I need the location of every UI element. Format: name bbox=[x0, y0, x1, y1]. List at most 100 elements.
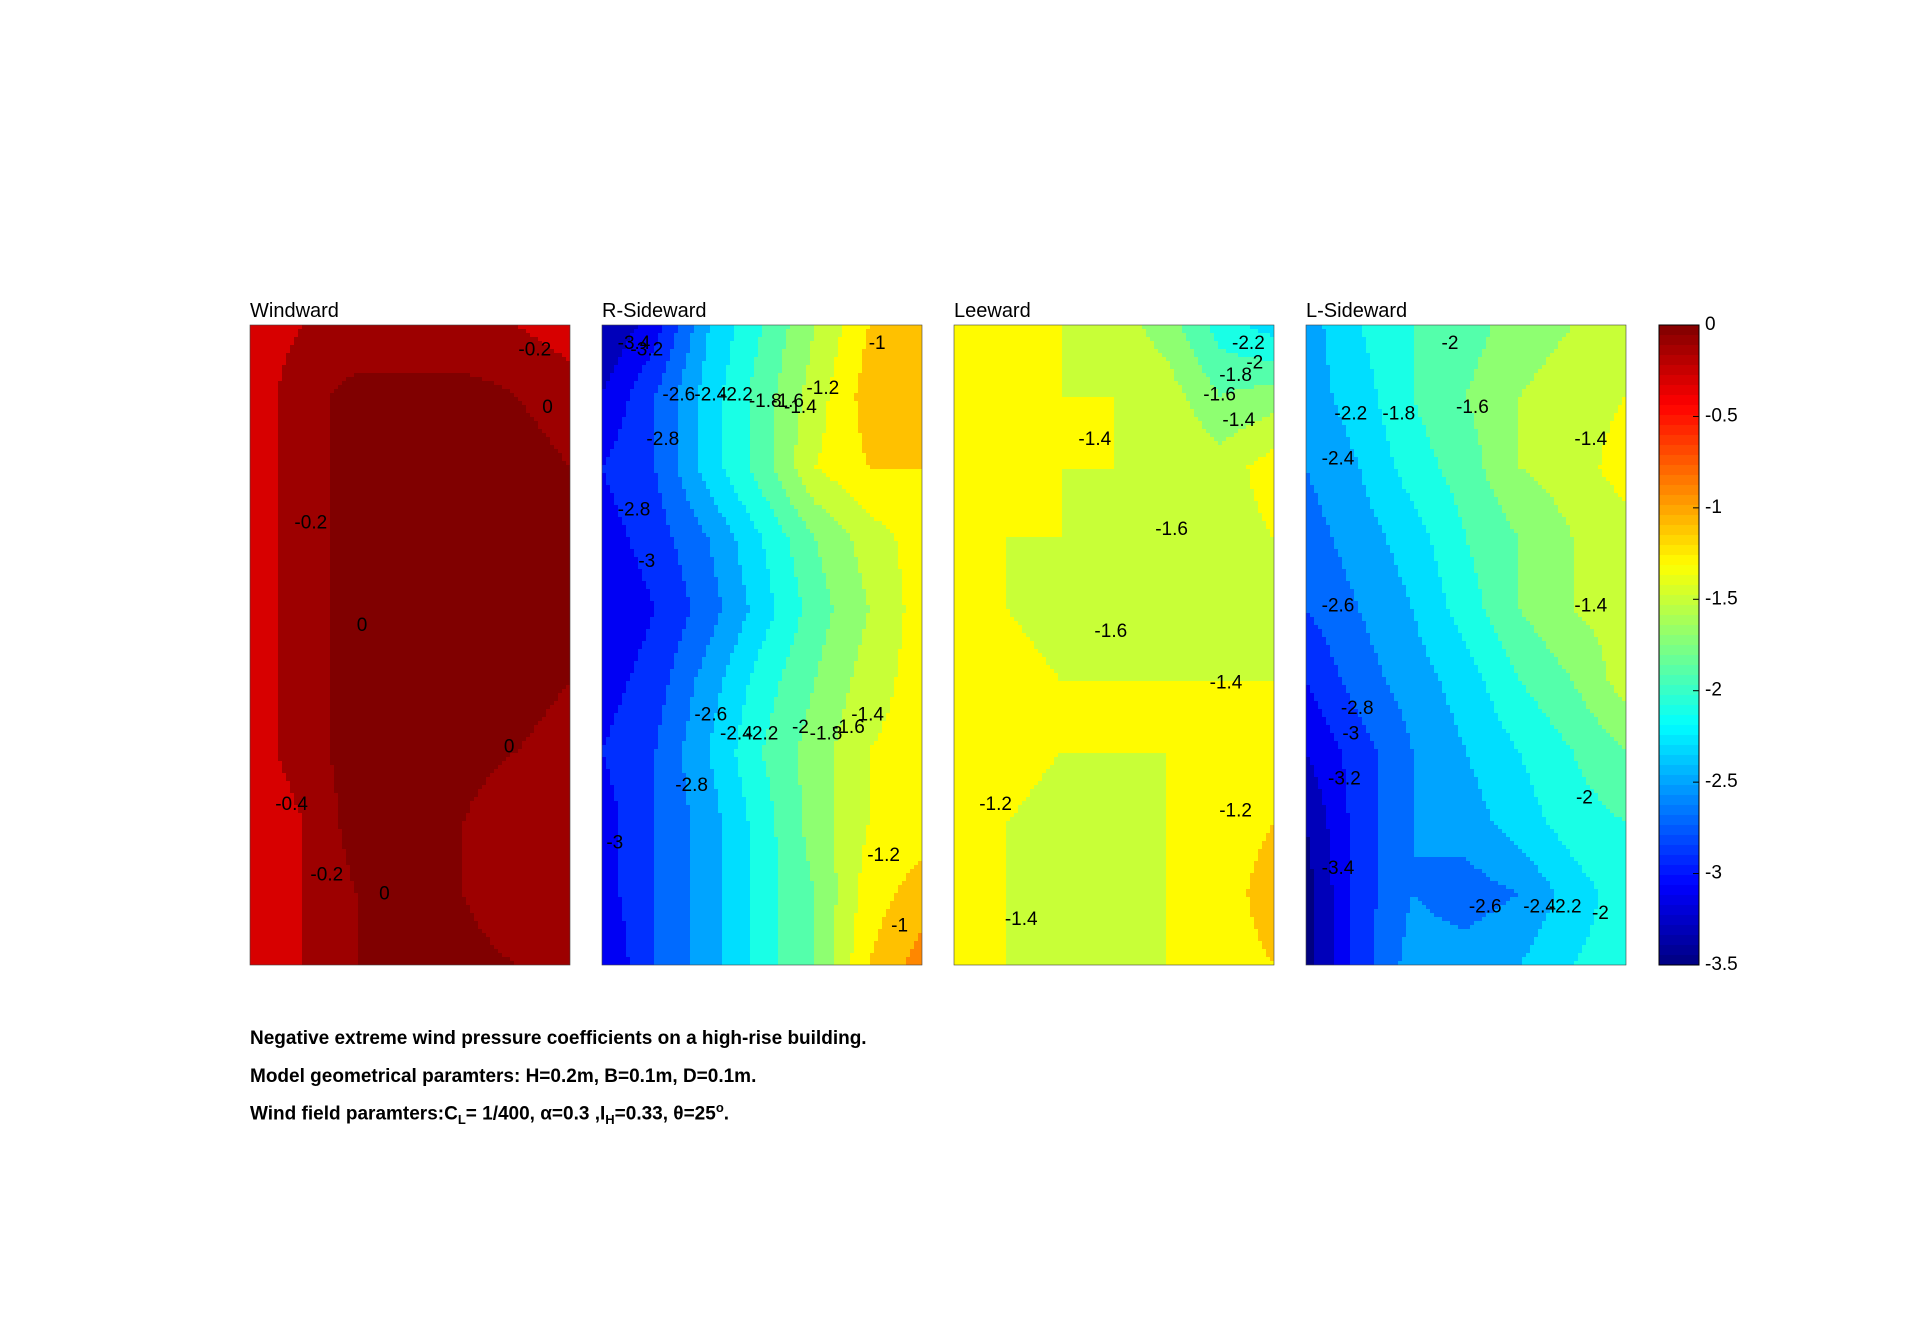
panel-leeward: Leeward-2.2-2-1.8-1.6-1.4-1.4-1.6-1.6-1.… bbox=[953, 300, 1275, 966]
contour-label: -1.6 bbox=[1094, 621, 1127, 642]
contour-label: -2.2 bbox=[1334, 404, 1367, 425]
contour-panels: Windward -0.2 0 -0.2 0 0 -0.4 -0.2 0 R-Sideward -3… bbox=[249, 300, 1627, 966]
contour-label: -3.2 bbox=[630, 340, 663, 361]
contour-label: -3 bbox=[638, 551, 655, 572]
colorbar-tick-label: -3.5 bbox=[1705, 954, 1738, 975]
panel-title: L-Sideward bbox=[1306, 300, 1407, 322]
contour-label: -2 bbox=[1442, 333, 1459, 354]
contour-label: -2 bbox=[1592, 903, 1609, 924]
contour-label: -2.4 bbox=[720, 724, 753, 745]
caption-text-3c: =0.33, θ=25 bbox=[614, 1103, 716, 1125]
contour-label: -2 bbox=[792, 717, 809, 738]
colorbar-tick-label: -2.5 bbox=[1705, 771, 1738, 792]
caption-line-1: Negative extreme wind pressure coefficie… bbox=[250, 1028, 867, 1050]
contour-label: 0 bbox=[504, 736, 515, 757]
contour-label: -2.8 bbox=[1341, 698, 1374, 719]
contour-label: 0 bbox=[379, 884, 390, 905]
contour-label: -1.6 bbox=[771, 391, 804, 412]
panel-windward: Windward -0.2 0 -0.2 0 0 -0.4 -0.2 0 bbox=[249, 300, 571, 966]
contour-label: -1.4 bbox=[784, 397, 817, 418]
contour-label: -2.2 bbox=[1549, 896, 1582, 917]
panel-frame bbox=[953, 324, 1275, 966]
panel-title: Leeward bbox=[954, 300, 1031, 322]
contour-label: -3 bbox=[1342, 724, 1359, 745]
contour-label: -1.6 bbox=[1203, 384, 1236, 405]
contour-label: -2.2 bbox=[746, 724, 779, 745]
contour-fill bbox=[954, 325, 1274, 965]
contour-label: -0.2 bbox=[294, 512, 327, 533]
contour-label: -2.4 bbox=[1322, 448, 1355, 469]
contour-label: -2.6 bbox=[694, 704, 727, 725]
contour-label: -2.6 bbox=[662, 384, 695, 405]
contour-label: -2.6 bbox=[1322, 596, 1355, 617]
colorbar-tick-label: -0.5 bbox=[1705, 405, 1738, 426]
contour-label: -2.8 bbox=[618, 500, 651, 521]
contour-label: -1.4 bbox=[1222, 410, 1255, 431]
panel-frame bbox=[601, 324, 923, 966]
contour-label: 0 bbox=[542, 397, 553, 418]
contour-label: -1.8 bbox=[810, 724, 843, 745]
panel-r-sideward: R-Sideward-3.4-3.2-2.6 -2.4-2.2-1.8-1.6-1… bbox=[601, 300, 923, 966]
contour-fill bbox=[250, 325, 570, 965]
contour-label: -1.2 bbox=[1219, 800, 1252, 821]
caption-text-3d: . bbox=[723, 1103, 730, 1125]
contour-label: -2.2 bbox=[720, 384, 753, 405]
contour-label: -1.4 bbox=[1574, 429, 1607, 450]
contour-label: -3.4 bbox=[1322, 858, 1355, 879]
panel-l-sideward: L-Sideward -2 -2.2 -1.8 -1.6 -1.4 -2.4 -2.6 -1.4… bbox=[1305, 300, 1627, 966]
caption-sub-cl: L bbox=[457, 1112, 466, 1128]
contour-label: -1.6 bbox=[1456, 397, 1489, 418]
caption-text-1: Negative extreme wind pressure coefficie… bbox=[250, 1028, 867, 1049]
contour-label: -1.4 bbox=[1574, 596, 1607, 617]
contour-label: -1 bbox=[869, 333, 886, 354]
contour-label: -1.2 bbox=[979, 794, 1012, 815]
contour-label: -0.2 bbox=[310, 864, 343, 885]
contour-label: -3.2 bbox=[1328, 768, 1361, 789]
panel-frame bbox=[249, 324, 571, 966]
panel-title: Windward bbox=[250, 300, 339, 322]
caption-text-3b: = 1/400, α=0.3 ,I bbox=[465, 1103, 606, 1125]
contour-fill bbox=[602, 325, 922, 965]
caption-line-3: Wind field paramters:CL= 1/400, α=0.3 ,I… bbox=[250, 1100, 729, 1127]
contour-label: -2 bbox=[1246, 352, 1263, 373]
caption-text-2: Model geometrical paramters: H=0.2m, B=0… bbox=[250, 1066, 757, 1087]
contour-label: -1.4 bbox=[1005, 909, 1038, 930]
contour-label: -0.4 bbox=[275, 794, 308, 815]
contour-label: -0.2 bbox=[518, 340, 551, 361]
contour-label: -1.4 bbox=[1078, 429, 1111, 450]
contour-label: -1.8 bbox=[1219, 365, 1252, 386]
contour-label: -1.6 bbox=[1155, 519, 1188, 540]
contour-label: -3 bbox=[606, 832, 623, 853]
contour-label: -1.4 bbox=[1210, 672, 1243, 693]
colorbar-gradient bbox=[1659, 325, 1699, 965]
contour-label: -2.6 bbox=[1469, 896, 1502, 917]
contour-label: -1.8 bbox=[1382, 404, 1415, 425]
colorbar-tick-label: -2 bbox=[1705, 680, 1722, 701]
caption-text-3a: Wind field paramters:C bbox=[250, 1103, 458, 1125]
contour-fill bbox=[1306, 325, 1626, 965]
contour-label: -2.2 bbox=[1232, 333, 1265, 354]
contour-label: -1.4 bbox=[851, 704, 884, 725]
colorbar-tick-label: -1 bbox=[1705, 497, 1722, 518]
contour-label: 0 bbox=[357, 615, 368, 636]
caption-sup-degree: o bbox=[715, 1100, 724, 1115]
contour-label: -2.8 bbox=[646, 429, 679, 450]
contour-label: -2 bbox=[1576, 788, 1593, 809]
contour-label: -3.4 bbox=[618, 333, 651, 354]
contour-label: -2.8 bbox=[675, 775, 708, 796]
caption-sub-ih: H bbox=[605, 1112, 615, 1128]
colorbar: 0 -0.5 -1 -1.5 -2 -2.5 -3 -3.5 bbox=[1658, 314, 1738, 975]
contour-label: -1.2 bbox=[806, 378, 839, 399]
colorbar-tick-label: 0 bbox=[1705, 314, 1716, 335]
panel-title: R-Sideward bbox=[602, 300, 706, 322]
contour-label: -1.6 bbox=[832, 717, 865, 738]
panel-frame bbox=[1305, 324, 1627, 966]
contour-label: -2.4 bbox=[1523, 896, 1556, 917]
colorbar-tick-label: -3 bbox=[1705, 863, 1722, 884]
contour-label: -2.4 bbox=[694, 384, 727, 405]
colorbar-frame bbox=[1658, 324, 1700, 966]
contour-label: -1.8 bbox=[749, 391, 782, 412]
contour-label: -1.2 bbox=[867, 845, 900, 866]
contour-label: -1 bbox=[891, 916, 908, 937]
